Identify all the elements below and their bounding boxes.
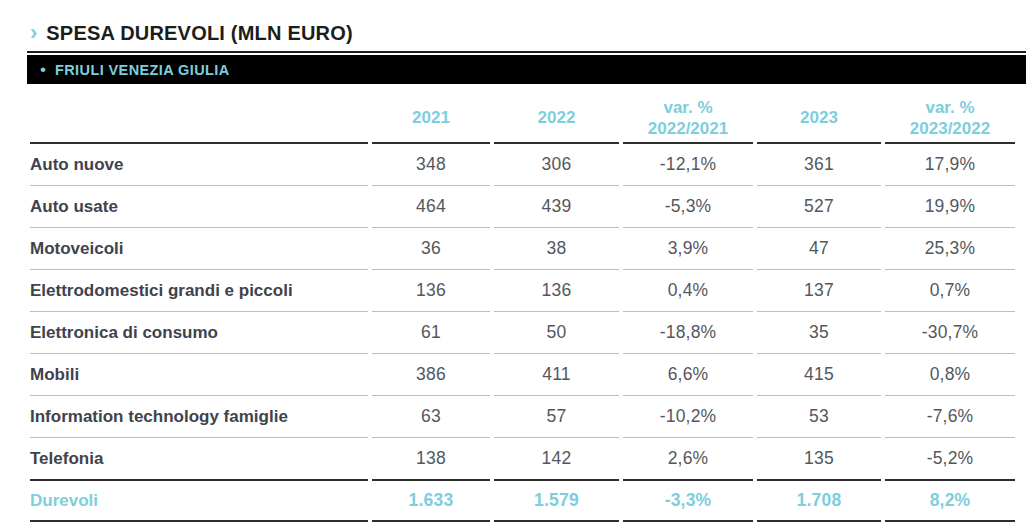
title-divider — [27, 51, 1026, 53]
table-row: Mobili3864116,6%4150,8% — [30, 354, 1015, 396]
cell-value: 138 — [372, 438, 490, 481]
column-header: 2023 — [757, 94, 881, 144]
cell-value: -5,3% — [623, 186, 753, 228]
cell-value: -3,3% — [623, 481, 753, 522]
cell-value: 63 — [372, 396, 490, 438]
cell-value: -18,8% — [623, 312, 753, 354]
cell-value: 136 — [494, 270, 619, 312]
cell-value: 411 — [494, 354, 619, 396]
column-header: 2021 — [372, 94, 490, 144]
cell-value: 25,3% — [885, 228, 1015, 270]
row-label: Durevoli — [30, 481, 368, 522]
cell-value: -10,2% — [623, 396, 753, 438]
cell-value: 2,6% — [623, 438, 753, 481]
row-label: Elettronica di consumo — [30, 312, 368, 354]
cell-value: -5,2% — [885, 438, 1015, 481]
spesa-durevoli-table: 20212022var. % 2022/20212023var. % 2023/… — [26, 94, 1019, 522]
cell-value: 1.633 — [372, 481, 490, 522]
cell-value: 3,9% — [623, 228, 753, 270]
cell-value: 8,2% — [885, 481, 1015, 522]
row-label: Auto nuove — [30, 144, 368, 186]
table-row: Auto usate464439-5,3%52719,9% — [30, 186, 1015, 228]
bullet-icon: • — [40, 61, 46, 78]
region-label: FRIULI VENEZIA GIULIA — [55, 62, 230, 78]
cell-value: 0,4% — [623, 270, 753, 312]
row-label: Information technology famiglie — [30, 396, 368, 438]
cell-value: 527 — [757, 186, 881, 228]
table-row: Telefonia1381422,6%135-5,2% — [30, 438, 1015, 481]
column-header: var. % 2023/2022 — [885, 94, 1015, 144]
cell-value: 50 — [494, 312, 619, 354]
cell-value: 439 — [494, 186, 619, 228]
cell-value: 0,7% — [885, 270, 1015, 312]
table-header: 20212022var. % 2022/20212023var. % 2023/… — [30, 94, 1015, 144]
cell-value: 57 — [494, 396, 619, 438]
cell-value: 19,9% — [885, 186, 1015, 228]
chevron-right-icon: › — [30, 22, 37, 44]
page-title-row: › SPESA DUREVOLI (MLN EURO) — [0, 0, 1026, 51]
cell-value: 464 — [372, 186, 490, 228]
row-label: Mobili — [30, 354, 368, 396]
table-body: Auto nuove348306-12,1%36117,9%Auto usate… — [30, 144, 1015, 522]
page-title: SPESA DUREVOLI (MLN EURO) — [46, 22, 353, 45]
cell-value: 361 — [757, 144, 881, 186]
cell-value: 1.579 — [494, 481, 619, 522]
cell-value: 17,9% — [885, 144, 1015, 186]
row-label: Motoveicoli — [30, 228, 368, 270]
cell-value: 6,6% — [623, 354, 753, 396]
cell-value: 142 — [494, 438, 619, 481]
table-row: Information technology famiglie6357-10,2… — [30, 396, 1015, 438]
table-row: Elettronica di consumo6150-18,8%35-30,7% — [30, 312, 1015, 354]
region-bar: • FRIULI VENEZIA GIULIA — [27, 55, 1026, 84]
cell-value: 61 — [372, 312, 490, 354]
cell-value: 47 — [757, 228, 881, 270]
column-header-empty — [30, 94, 368, 144]
table-row: Motoveicoli36383,9%4725,3% — [30, 228, 1015, 270]
column-header: var. % 2022/2021 — [623, 94, 753, 144]
cell-value: 36 — [372, 228, 490, 270]
cell-value: 415 — [757, 354, 881, 396]
cell-value: -30,7% — [885, 312, 1015, 354]
table-row: Auto nuove348306-12,1%36117,9% — [30, 144, 1015, 186]
page: › SPESA DUREVOLI (MLN EURO) • FRIULI VEN… — [0, 0, 1026, 528]
column-header: 2022 — [494, 94, 619, 144]
cell-value: 0,8% — [885, 354, 1015, 396]
cell-value: 38 — [494, 228, 619, 270]
row-label: Elettrodomestici grandi e piccoli — [30, 270, 368, 312]
cell-value: 306 — [494, 144, 619, 186]
cell-value: 348 — [372, 144, 490, 186]
table-row: Elettrodomestici grandi e piccoli1361360… — [30, 270, 1015, 312]
cell-value: 35 — [757, 312, 881, 354]
cell-value: 137 — [757, 270, 881, 312]
cell-value: 1.708 — [757, 481, 881, 522]
cell-value: 53 — [757, 396, 881, 438]
cell-value: 136 — [372, 270, 490, 312]
cell-value: 386 — [372, 354, 490, 396]
row-label: Auto usate — [30, 186, 368, 228]
cell-value: 135 — [757, 438, 881, 481]
cell-value: -12,1% — [623, 144, 753, 186]
table-row-total: Durevoli1.6331.579-3,3%1.7088,2% — [30, 481, 1015, 522]
cell-value: -7,6% — [885, 396, 1015, 438]
table-header-row: 20212022var. % 2022/20212023var. % 2023/… — [30, 94, 1015, 144]
row-label: Telefonia — [30, 438, 368, 481]
